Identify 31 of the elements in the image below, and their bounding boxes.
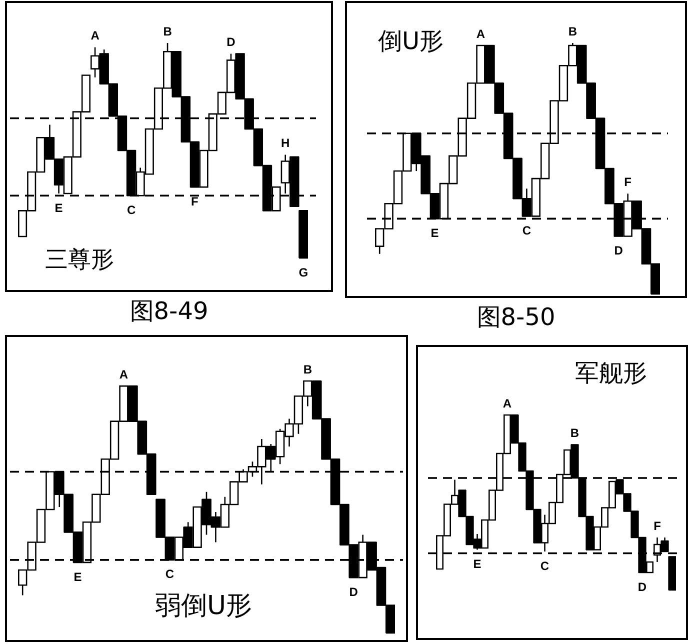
annotation: H xyxy=(281,136,290,150)
annotation: D xyxy=(614,244,624,258)
annotation: B xyxy=(163,24,172,38)
caption: 图8-49 xyxy=(128,296,210,326)
annotation: E xyxy=(74,570,82,584)
annotation: G xyxy=(298,265,308,280)
annotation: F xyxy=(191,194,198,208)
annotation: D xyxy=(349,584,358,599)
annotation: B xyxy=(570,426,580,440)
annotation: A xyxy=(119,367,128,382)
annotation: A xyxy=(502,396,512,410)
chart-title: 军舰形 xyxy=(575,359,647,388)
text: 弱倒U形 xyxy=(155,591,252,622)
annotation: F xyxy=(654,518,661,533)
annotation: D xyxy=(638,580,647,594)
annotation: A xyxy=(476,26,486,41)
annotation: D xyxy=(226,35,236,50)
annotation: C xyxy=(540,558,550,573)
annotation: B xyxy=(568,24,578,38)
annotation: C xyxy=(126,202,136,217)
annotation: B xyxy=(303,362,312,376)
chart-title: 倒U形 xyxy=(378,27,444,56)
annotation: C xyxy=(165,567,174,582)
caption: 图8-50 xyxy=(476,302,556,332)
annotation: C xyxy=(522,224,532,238)
annotation: E xyxy=(430,226,439,240)
annotation: F xyxy=(624,174,632,189)
annotation: A xyxy=(90,28,100,43)
text: 三尊形 xyxy=(45,247,114,274)
annotation: E xyxy=(473,557,482,572)
annotation: E xyxy=(54,200,63,215)
